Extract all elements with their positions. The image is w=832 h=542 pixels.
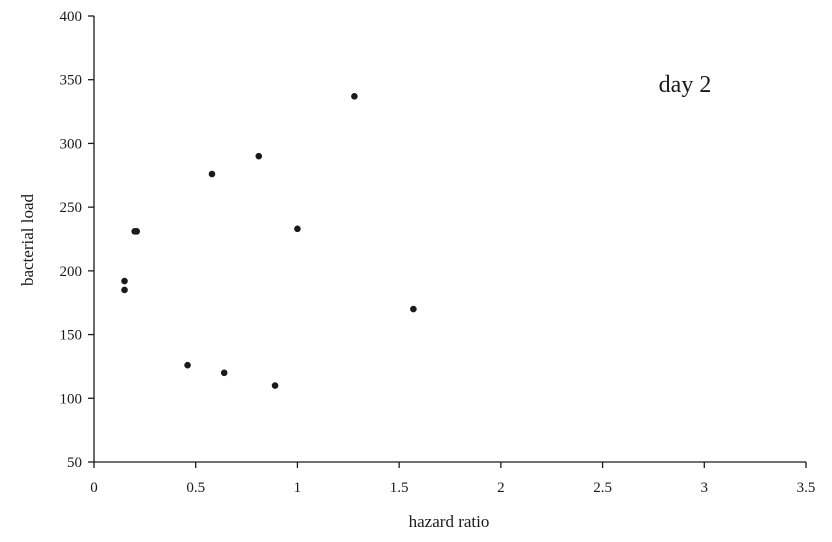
data-point bbox=[351, 92, 358, 100]
data-point bbox=[255, 152, 263, 160]
x-axis-label: hazard ratio bbox=[409, 512, 490, 531]
plot-area: 50 100 150 200 250 300 350 400 0 0.5 1 1.5 2 2.5 3 3.5 bbox=[60, 9, 816, 496]
y-axis-ticks: 50 100 150 200 250 300 350 400 bbox=[60, 9, 94, 471]
y-tick-label: 100 bbox=[60, 391, 83, 407]
y-tick-label: 150 bbox=[60, 328, 83, 344]
y-tick-label: 50 bbox=[67, 455, 82, 471]
x-axis-ticks: 0 0.5 1 1.5 2 2.5 3 3.5 bbox=[90, 462, 815, 496]
y-tick-label: 400 bbox=[60, 9, 83, 25]
x-tick-label: 0 bbox=[90, 480, 98, 496]
data-point bbox=[271, 382, 279, 389]
chart-annotation: day 2 bbox=[659, 72, 712, 98]
x-tick-label: 1 bbox=[294, 480, 302, 496]
y-tick-label: 300 bbox=[60, 136, 83, 152]
data-point bbox=[294, 225, 301, 233]
data-point bbox=[133, 228, 141, 235]
x-tick-label: 1.5 bbox=[390, 480, 409, 496]
data-point bbox=[220, 369, 228, 377]
y-tick-label: 250 bbox=[60, 200, 83, 216]
data-point bbox=[184, 361, 191, 369]
x-tick-label: 2.5 bbox=[593, 480, 612, 496]
data-point bbox=[208, 170, 216, 178]
data-point bbox=[410, 305, 417, 313]
x-tick-label: 2 bbox=[497, 480, 505, 496]
y-axis-label: bacterial load bbox=[18, 193, 37, 286]
x-tick-label: 3 bbox=[701, 480, 709, 496]
data-points bbox=[121, 92, 417, 389]
data-point bbox=[121, 277, 128, 285]
data-point bbox=[121, 286, 128, 294]
x-tick-label: 0.5 bbox=[186, 480, 205, 496]
y-tick-label: 350 bbox=[60, 73, 83, 89]
x-tick-label: 3.5 bbox=[797, 480, 816, 496]
y-tick-label: 200 bbox=[60, 264, 83, 280]
